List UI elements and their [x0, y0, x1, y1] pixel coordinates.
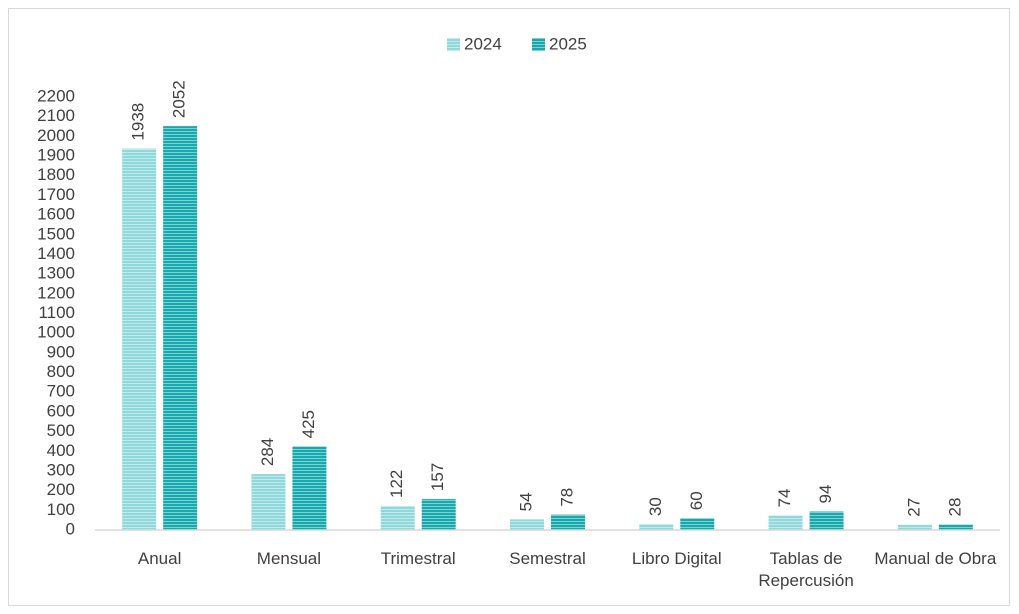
data-label: 30 — [646, 497, 665, 516]
bar — [163, 126, 198, 530]
y-tick-label: 1100 — [38, 303, 75, 322]
x-tick-label: Tablas de Repercusión — [758, 549, 854, 590]
data-label: 2052 — [170, 80, 189, 118]
y-tick-label: 2000 — [37, 126, 75, 145]
y-tick-label: 2100 — [37, 106, 75, 125]
y-tick-label: 300 — [47, 460, 75, 479]
y-tick-label: 1500 — [37, 224, 75, 243]
y-tick-label: 1400 — [37, 244, 75, 263]
data-label: 1938 — [129, 103, 148, 141]
data-label: 157 — [428, 463, 447, 491]
y-tick-label: 1600 — [37, 205, 75, 224]
y-tick-label: 1200 — [37, 283, 75, 302]
legend-label: 2025 — [549, 34, 587, 53]
data-label: 60 — [687, 491, 706, 510]
data-label: 425 — [299, 410, 318, 438]
bar — [680, 518, 715, 530]
bar — [809, 511, 844, 530]
bar — [292, 446, 327, 530]
bar — [421, 499, 456, 530]
y-tick-label: 200 — [47, 480, 75, 499]
y-tick-label: 0 — [66, 519, 75, 538]
y-tick-label: 1900 — [37, 146, 75, 165]
y-tick-label: 500 — [47, 421, 75, 440]
y-tick-label: 900 — [47, 342, 75, 361]
legend-label: 2024 — [464, 34, 502, 53]
bar — [251, 474, 286, 530]
bar — [639, 524, 674, 530]
bar — [510, 519, 544, 530]
y-tick-label: 1800 — [37, 165, 75, 184]
y-tick-label: 600 — [47, 401, 75, 420]
chart-border — [8, 8, 1010, 606]
legend-swatch — [532, 38, 545, 51]
y-tick-label: 1700 — [37, 185, 75, 204]
x-tick-label: Manual de Obra — [874, 549, 997, 568]
bar — [551, 514, 585, 530]
data-label: 54 — [516, 492, 535, 511]
bar — [897, 524, 932, 530]
y-tick-label: 700 — [47, 382, 75, 401]
x-tick-label: Mensual — [256, 549, 322, 568]
y-tick-label: 400 — [47, 441, 75, 460]
x-tick-label: Semestral — [509, 549, 586, 568]
data-label: 284 — [258, 438, 277, 466]
data-label: 94 — [816, 485, 835, 504]
x-tick-label: Libro Digital — [631, 549, 722, 568]
data-label: 74 — [775, 489, 794, 508]
y-tick-label: 1000 — [37, 323, 75, 342]
y-tick-label: 800 — [47, 362, 75, 381]
legend-swatch — [447, 38, 460, 51]
y-tick-label: 100 — [47, 500, 75, 519]
x-tick-label: Trimestral — [380, 549, 456, 568]
x-tick-label: Anual — [137, 549, 182, 568]
bar — [122, 148, 157, 531]
bar — [768, 515, 803, 530]
data-label: 27 — [904, 498, 923, 517]
y-tick-label: 1300 — [37, 264, 75, 283]
data-label: 28 — [945, 498, 964, 517]
data-label: 122 — [387, 470, 406, 498]
bar — [938, 524, 973, 530]
y-tick-label: 2200 — [37, 86, 75, 105]
data-label: 78 — [557, 488, 576, 507]
bar — [380, 505, 415, 530]
